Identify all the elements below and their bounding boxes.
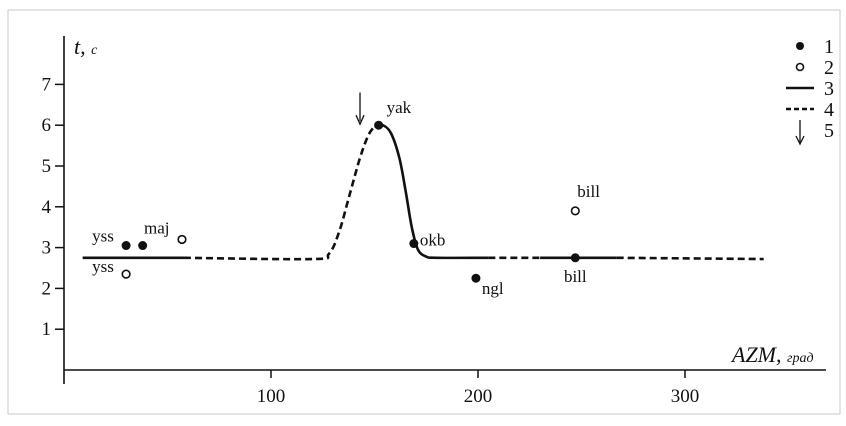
curves <box>82 92 764 261</box>
y-tick-label: 5 <box>42 156 52 177</box>
y-tick-label: 3 <box>42 238 52 259</box>
point-label-yss: yss <box>92 227 114 246</box>
curve-dashed-1 <box>184 125 376 261</box>
y-tick-label: 7 <box>42 74 52 95</box>
chart-border <box>7 9 841 415</box>
arrow-marker-head <box>355 114 365 126</box>
legend-item-2: 2 <box>795 57 834 79</box>
legend-label: 3 <box>824 78 834 100</box>
x-tick-label: 100 <box>257 386 286 407</box>
data-point-filled <box>570 253 580 263</box>
point-label-bill: bill <box>564 267 587 286</box>
point-label-okb: okb <box>420 231 446 250</box>
x-axis-label: AZM, <box>730 342 787 367</box>
legend-item-4: 4 <box>786 99 834 121</box>
point-label-bill: bill <box>577 182 600 201</box>
legend-symbol-arrow-head <box>795 135 805 146</box>
point-label-yss: yss <box>92 257 114 276</box>
y-tick-label: 1 <box>42 319 52 340</box>
x-axis-title: AZM, град <box>730 342 814 367</box>
legend-label: 4 <box>824 99 834 121</box>
data-point-open <box>570 206 580 216</box>
y-tick-label: 4 <box>42 197 52 218</box>
data-point-filled <box>471 273 481 283</box>
data-point-filled <box>121 241 131 251</box>
y-axis-label: t, <box>74 34 91 59</box>
curve-dashed-5 <box>616 256 764 261</box>
legend-symbol-filled-dot <box>796 42 804 50</box>
data-point-filled <box>374 120 384 130</box>
legend-item-5: 5 <box>795 120 834 146</box>
legend-symbol-open-dot <box>795 62 805 72</box>
axes: 1 2 3 4 5 6 7 100 200 300 t, с AZM, град <box>42 34 826 407</box>
y-axis-unit: с <box>91 43 98 58</box>
y-axis-title: t, с <box>74 34 98 59</box>
data-points: yss maj yss yak okb ngl bill bill <box>92 98 600 298</box>
y-tick-label: 6 <box>42 115 52 136</box>
point-label-ngl: ngl <box>482 279 504 298</box>
legend-label: 1 <box>824 36 834 58</box>
curve-solid-2 <box>374 123 489 260</box>
data-point-filled <box>409 239 419 249</box>
legend-item-1: 1 <box>796 36 834 58</box>
y-tick-label: 2 <box>42 278 52 299</box>
x-tick-label: 300 <box>671 386 700 407</box>
legend-label: 2 <box>824 57 834 79</box>
legend-label: 5 <box>824 120 834 142</box>
data-point-open <box>121 269 131 279</box>
data-point-filled <box>138 241 148 251</box>
legend-item-3: 3 <box>786 78 834 100</box>
x-tick-label: 200 <box>464 386 493 407</box>
x-axis-unit: град <box>787 351 814 366</box>
data-point-open <box>177 234 187 245</box>
point-label-maj: maj <box>144 218 170 237</box>
point-label-yak: yak <box>387 98 412 117</box>
